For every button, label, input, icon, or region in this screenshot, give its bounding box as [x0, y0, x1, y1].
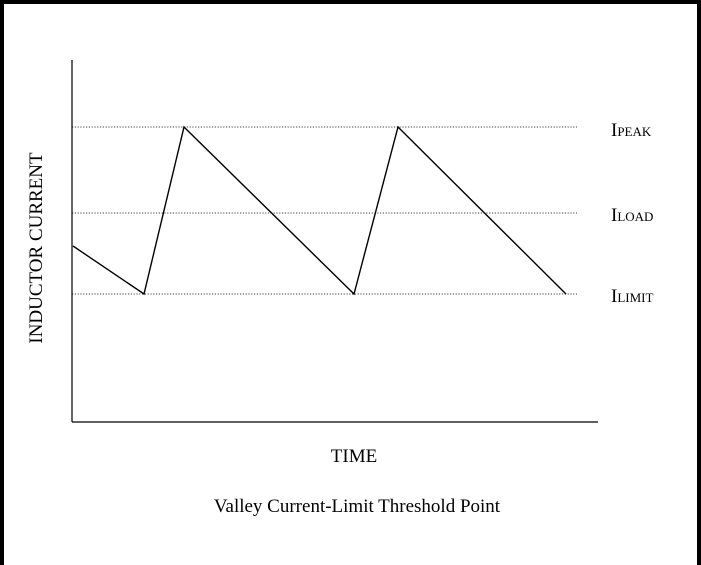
y-axis-label: INDUCTOR CURRENT	[26, 152, 47, 344]
load-label: ILOAD	[611, 205, 653, 226]
inductor-current-waveform	[72, 125, 567, 296]
limit-label: ILIMIT	[611, 286, 653, 307]
peak-label: IPEAK	[611, 120, 652, 141]
figure-caption: Valley Current-Limit Threshold Point	[214, 496, 501, 517]
x-axis-label: TIME	[331, 446, 377, 467]
